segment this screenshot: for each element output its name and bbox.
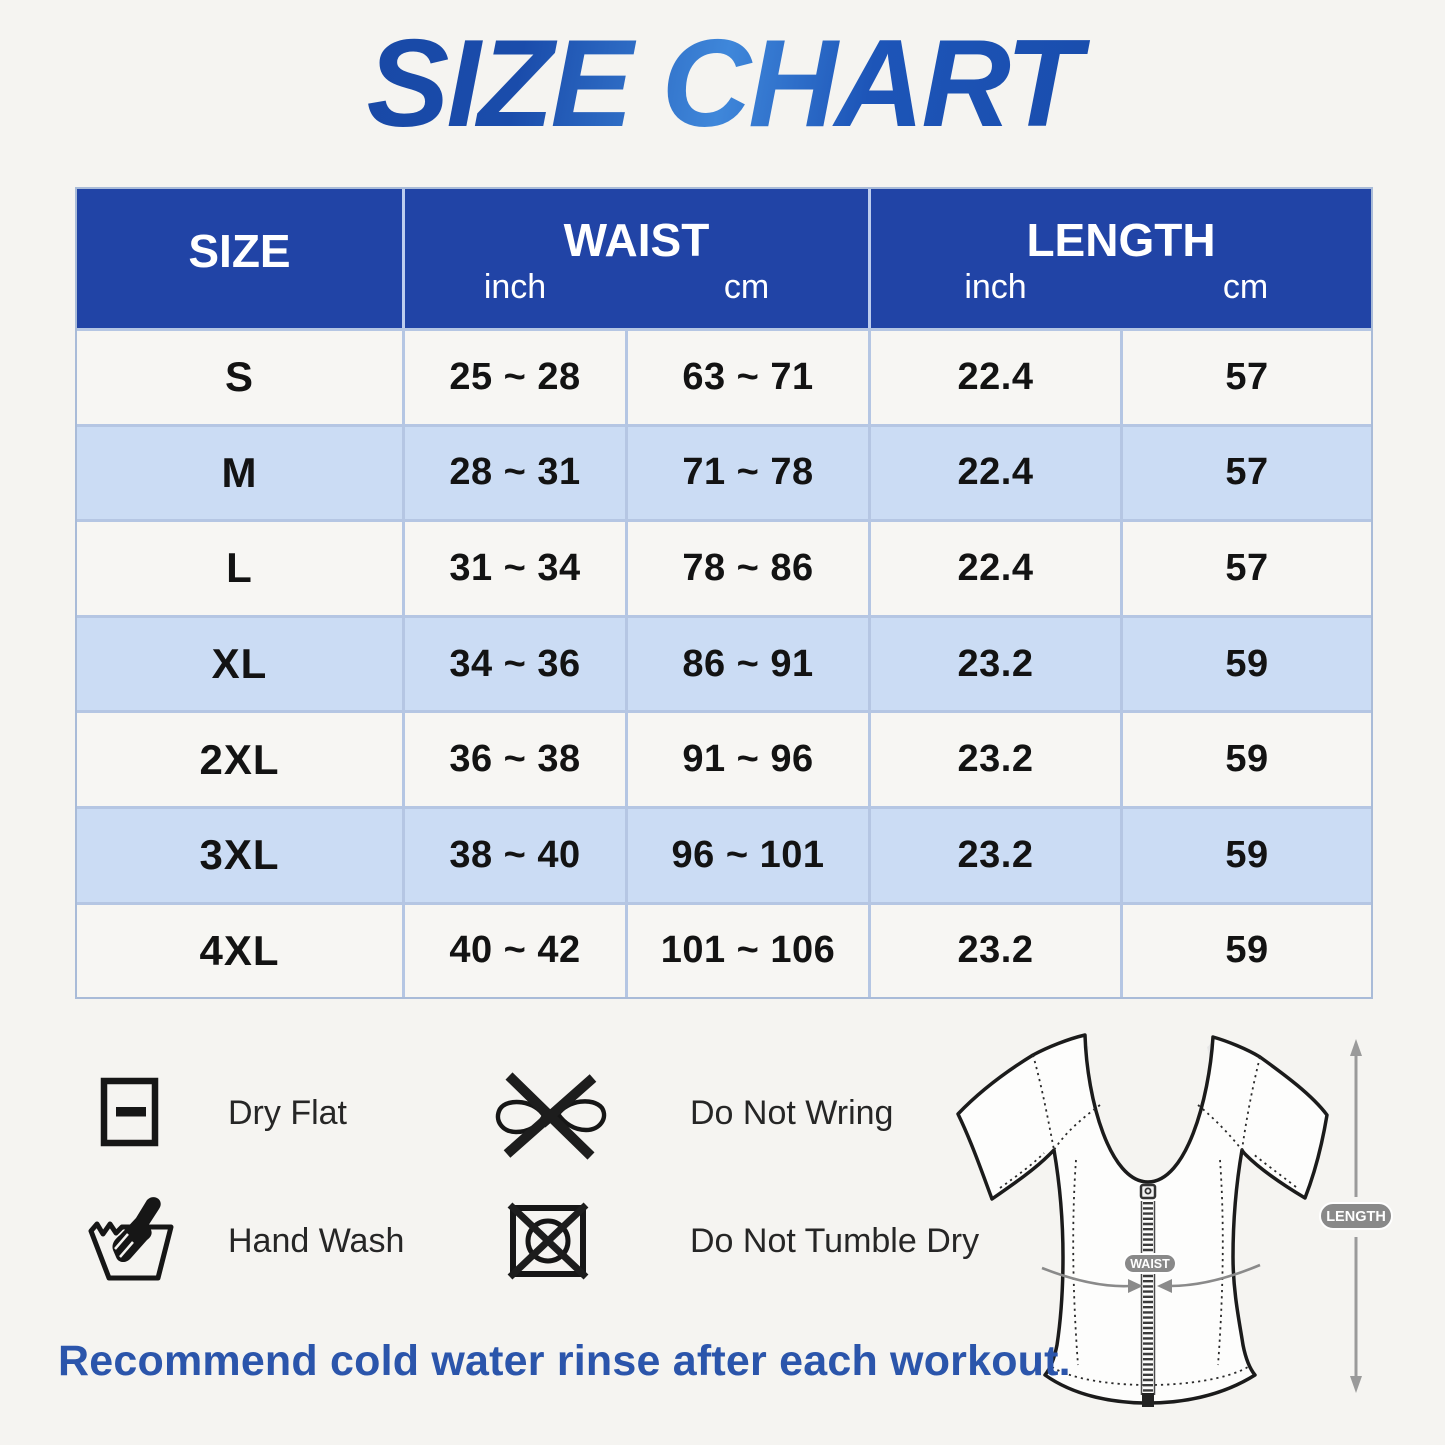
do-not-wring-icon bbox=[495, 1072, 607, 1160]
column-header-waist: WAIST bbox=[402, 189, 868, 265]
size-table: SIZE WAIST LENGTH inch cm inch cm S 25 ~… bbox=[75, 187, 1373, 999]
table-row-size-label: L bbox=[77, 519, 402, 615]
table-row-size-label: S bbox=[77, 328, 402, 424]
table-cell-waist-cm: 91 ~ 96 bbox=[625, 710, 868, 806]
table-cell-length-cm: 59 bbox=[1120, 710, 1371, 806]
waist-arrowhead-right bbox=[1128, 1279, 1143, 1293]
table-cell-waist-cm: 101 ~ 106 bbox=[625, 901, 868, 998]
table-row-size-label: 4XL bbox=[77, 901, 402, 998]
table-cell-length-inch: 22.4 bbox=[868, 519, 1120, 615]
garment-body bbox=[956, 1033, 1329, 1405]
length-badge: LENGTH bbox=[1319, 1202, 1393, 1230]
table-cell-length-inch: 22.4 bbox=[868, 328, 1120, 424]
table-cell-length-inch: 22.4 bbox=[868, 423, 1120, 520]
waist-badge: WAIST bbox=[1123, 1253, 1177, 1274]
unit-header-waist-cm: cm bbox=[625, 265, 868, 328]
dry-flat-icon bbox=[100, 1077, 159, 1147]
table-cell-waist-inch: 38 ~ 40 bbox=[402, 805, 625, 902]
do-not-tumble-dry-icon bbox=[507, 1202, 589, 1280]
zipper bbox=[1139, 1183, 1157, 1407]
table-row-size-label: XL bbox=[77, 614, 402, 711]
table-cell-length-inch: 23.2 bbox=[868, 805, 1120, 902]
table-cell-waist-cm: 71 ~ 78 bbox=[625, 423, 868, 520]
waist-badge-label: WAIST bbox=[1130, 1257, 1170, 1271]
waist-arrowhead-left bbox=[1157, 1279, 1172, 1293]
length-badge-label: LENGTH bbox=[1326, 1209, 1386, 1225]
table-cell-waist-inch: 40 ~ 42 bbox=[402, 901, 625, 998]
table-cell-length-inch: 23.2 bbox=[868, 614, 1120, 711]
table-row-size-label: M bbox=[77, 423, 402, 520]
hand-wash-icon bbox=[88, 1197, 174, 1281]
table-cell-length-cm: 57 bbox=[1120, 423, 1371, 520]
care-label-hand-wash: Hand Wash bbox=[228, 1222, 405, 1260]
table-row-size-label: 3XL bbox=[77, 805, 402, 902]
column-header-size: SIZE bbox=[77, 189, 402, 328]
table-cell-length-inch: 23.2 bbox=[868, 901, 1120, 998]
table-cell-length-cm: 59 bbox=[1120, 805, 1371, 902]
table-cell-waist-cm: 63 ~ 71 bbox=[625, 328, 868, 424]
table-cell-waist-cm: 96 ~ 101 bbox=[625, 805, 868, 902]
table-cell-waist-inch: 25 ~ 28 bbox=[402, 328, 625, 424]
footer-note: Recommend cold water rinse after each wo… bbox=[58, 1337, 1071, 1385]
table-cell-length-inch: 23.2 bbox=[868, 710, 1120, 806]
table-cell-waist-inch: 36 ~ 38 bbox=[402, 710, 625, 806]
table-cell-length-cm: 57 bbox=[1120, 328, 1371, 424]
care-label-dry-flat: Dry Flat bbox=[228, 1094, 347, 1132]
unit-header-length-inch: inch bbox=[868, 265, 1120, 328]
unit-header-waist-inch: inch bbox=[402, 265, 625, 328]
care-label-do-not-tumble-dry: Do Not Tumble Dry bbox=[690, 1222, 980, 1260]
table-cell-waist-cm: 78 ~ 86 bbox=[625, 519, 868, 615]
waist-arrows bbox=[1041, 1263, 1261, 1288]
table-cell-waist-inch: 28 ~ 31 bbox=[402, 423, 625, 520]
table-cell-waist-inch: 34 ~ 36 bbox=[402, 614, 625, 711]
care-label-do-not-wring: Do Not Wring bbox=[690, 1094, 894, 1132]
page-title: SIZE CHART bbox=[0, 14, 1445, 154]
table-cell-length-cm: 59 bbox=[1120, 614, 1371, 711]
length-arrow bbox=[1350, 1039, 1362, 1393]
table-cell-length-cm: 59 bbox=[1120, 901, 1371, 998]
unit-header-length-cm: cm bbox=[1120, 265, 1371, 328]
garment-seam-dotted-lines bbox=[999, 1054, 1297, 1386]
table-cell-waist-inch: 31 ~ 34 bbox=[402, 519, 625, 615]
column-header-length: LENGTH bbox=[868, 189, 1371, 265]
garment-measurement-diagram: WAIST LENGTH bbox=[956, 1033, 1393, 1407]
table-cell-waist-cm: 86 ~ 91 bbox=[625, 614, 868, 711]
table-cell-length-cm: 57 bbox=[1120, 519, 1371, 615]
table-row-size-label: 2XL bbox=[77, 710, 402, 806]
